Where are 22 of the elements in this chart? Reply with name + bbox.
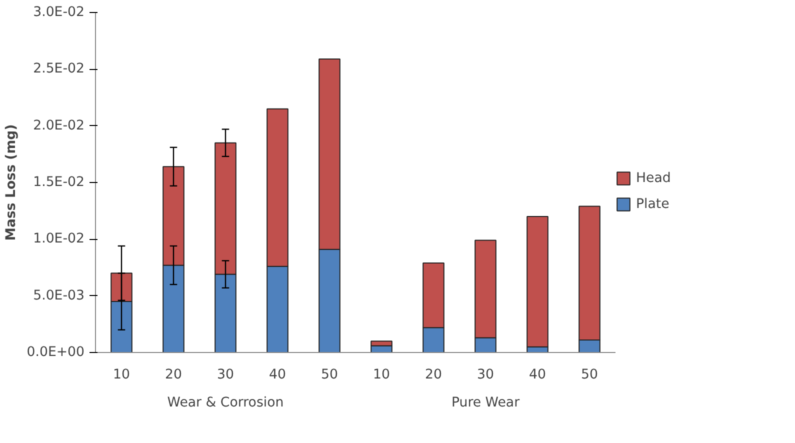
y-tick-label: 2.0E-02 <box>33 118 85 134</box>
y-tick-label: 2.5E-02 <box>33 62 85 77</box>
x-tick-label: 20 <box>425 368 442 382</box>
y-tick-label: 0.0E+00 <box>26 345 85 360</box>
text: Pure Wear <box>451 396 520 410</box>
x-tick-label: 40 <box>529 368 546 382</box>
x-tick-label: 50 <box>321 368 338 382</box>
x-tick-label: 20 <box>165 368 182 382</box>
x-tick-label: 10 <box>373 368 390 382</box>
x-tick-label: 50 <box>581 368 598 382</box>
y-tick-label: 3.0E-02 <box>33 5 85 20</box>
y-tick-label: 1.5E-02 <box>33 175 85 190</box>
legend-label: Plate <box>636 196 670 212</box>
y-tick-label: 1.0E-02 <box>33 232 85 247</box>
x-tick-label: 30 <box>217 368 234 382</box>
legend-label: Head <box>636 170 671 186</box>
y-tick-label: 5.0E-03 <box>33 288 85 304</box>
text: Wear & Corrosion <box>167 396 284 410</box>
y-axis-title: Mass Loss (mg) <box>4 124 19 241</box>
x-tick-label: 10 <box>113 368 130 382</box>
x-tick-label: 40 <box>269 368 286 382</box>
x-tick-label: 30 <box>477 368 494 382</box>
